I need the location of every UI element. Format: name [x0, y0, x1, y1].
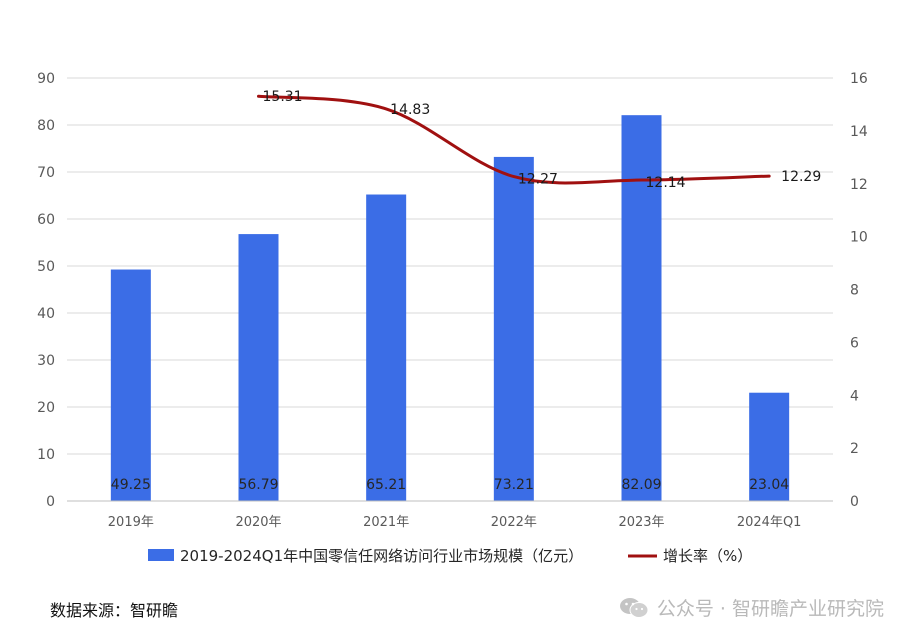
bar [749, 392, 790, 501]
line-data-label: 12.14 [646, 175, 686, 191]
growth-rate-line [257, 94, 771, 185]
source-note: 数据来源：智研瞻 [50, 601, 179, 620]
y-right-tick-label: 4 [850, 388, 859, 404]
legend-swatch-bar [148, 549, 174, 561]
y-left-tick-label: 50 [37, 259, 55, 275]
watermark: 公众号 · 智研瞻产业研究院 [619, 594, 884, 621]
bar-data-label: 73.21 [494, 477, 534, 493]
y-axis-right: 0 2 4 6 8 10 12 14 16 [850, 71, 868, 510]
bar-series [110, 115, 790, 501]
x-tick-label: 2020年 [235, 515, 281, 530]
bar [110, 269, 151, 501]
y-right-tick-label: 14 [850, 124, 868, 140]
x-tick-label: 2024年Q1 [737, 515, 802, 530]
y-left-tick-label: 30 [37, 353, 55, 369]
y-left-tick-label: 70 [37, 165, 55, 181]
y-right-tick-label: 16 [850, 71, 868, 87]
y-right-tick-label: 0 [850, 494, 859, 510]
wechat-icon [619, 597, 649, 618]
data-labels: 49.25 56.79 65.21 73.21 82.09 23.04 15.31 14.83… [111, 89, 821, 493]
bar-data-label: 65.21 [366, 477, 406, 493]
legend: 2019-2024Q1年中国零信任网络访问行业市场规模（亿元） 增长率（%） [148, 547, 752, 565]
y-axis-left: 0 10 20 30 40 50 60 70 80 90 [37, 71, 55, 510]
bar-data-label: 49.25 [111, 477, 151, 493]
line-data-label: 14.83 [390, 102, 430, 118]
line-data-label: 12.27 [518, 172, 558, 188]
bar-data-label: 56.79 [238, 477, 278, 493]
bar-data-label: 82.09 [621, 477, 661, 493]
y-left-tick-label: 90 [37, 71, 55, 87]
line-series [257, 94, 771, 185]
y-left-tick-label: 80 [37, 118, 55, 134]
line-data-label: 15.31 [263, 89, 303, 105]
y-left-tick-label: 40 [37, 306, 55, 322]
bar-data-label: 23.04 [749, 477, 789, 493]
x-tick-label: 2022年 [491, 515, 537, 530]
gridlines [67, 77, 833, 502]
y-left-tick-label: 10 [37, 447, 55, 463]
y-right-tick-label: 12 [850, 177, 868, 193]
line-data-label: 12.29 [781, 169, 821, 185]
bar [366, 194, 407, 501]
y-right-tick-label: 2 [850, 441, 859, 457]
x-tick-label: 2019年 [108, 515, 154, 530]
x-tick-label: 2023年 [618, 515, 664, 530]
y-left-tick-label: 0 [46, 494, 55, 510]
bar [493, 156, 534, 501]
bar [621, 115, 662, 501]
y-left-tick-label: 60 [37, 212, 55, 228]
bar [238, 234, 279, 501]
y-right-tick-label: 10 [850, 230, 868, 246]
watermark-text: 公众号 · 智研瞻产业研究院 [656, 598, 884, 620]
y-right-tick-label: 6 [850, 335, 859, 351]
legend-label-line: 增长率（%） [663, 547, 752, 565]
legend-label-bar: 2019-2024Q1年中国零信任网络访问行业市场规模（亿元） [180, 547, 583, 565]
y-right-tick-label: 8 [850, 283, 859, 299]
y-left-tick-label: 20 [37, 400, 55, 416]
x-tick-label: 2021年 [363, 515, 409, 530]
x-axis: 2019年 2020年 2021年 2022年 2023年 2024年Q1 [67, 500, 833, 530]
